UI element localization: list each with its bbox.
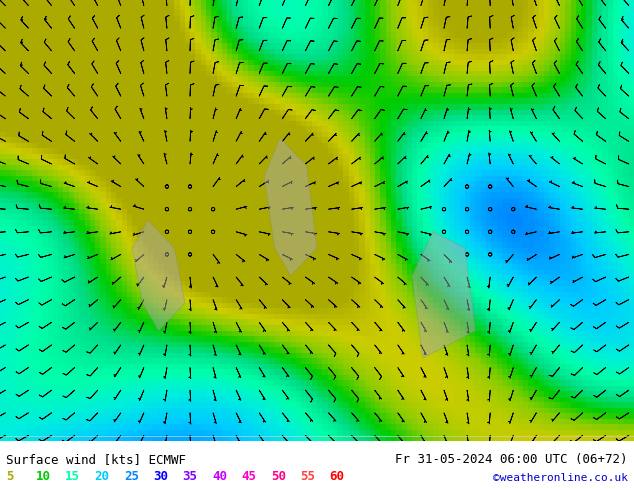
Text: 15: 15 (65, 469, 80, 483)
Text: 35: 35 (183, 469, 198, 483)
Text: 20: 20 (94, 469, 110, 483)
Text: Surface wind [kts] ECMWF: Surface wind [kts] ECMWF (6, 453, 186, 466)
Text: 40: 40 (212, 469, 227, 483)
Polygon shape (264, 138, 317, 275)
Text: 50: 50 (271, 469, 286, 483)
Text: 10: 10 (36, 469, 51, 483)
Text: 25: 25 (124, 469, 139, 483)
Polygon shape (412, 232, 476, 358)
Text: Fr 31-05-2024 06:00 UTC (06+72): Fr 31-05-2024 06:00 UTC (06+72) (395, 453, 628, 466)
Text: 30: 30 (153, 469, 168, 483)
Text: 55: 55 (301, 469, 315, 483)
Polygon shape (132, 220, 185, 331)
Text: 60: 60 (330, 469, 345, 483)
Text: 5: 5 (6, 469, 14, 483)
Text: 45: 45 (242, 469, 257, 483)
Text: ©weatheronline.co.uk: ©weatheronline.co.uk (493, 473, 628, 483)
